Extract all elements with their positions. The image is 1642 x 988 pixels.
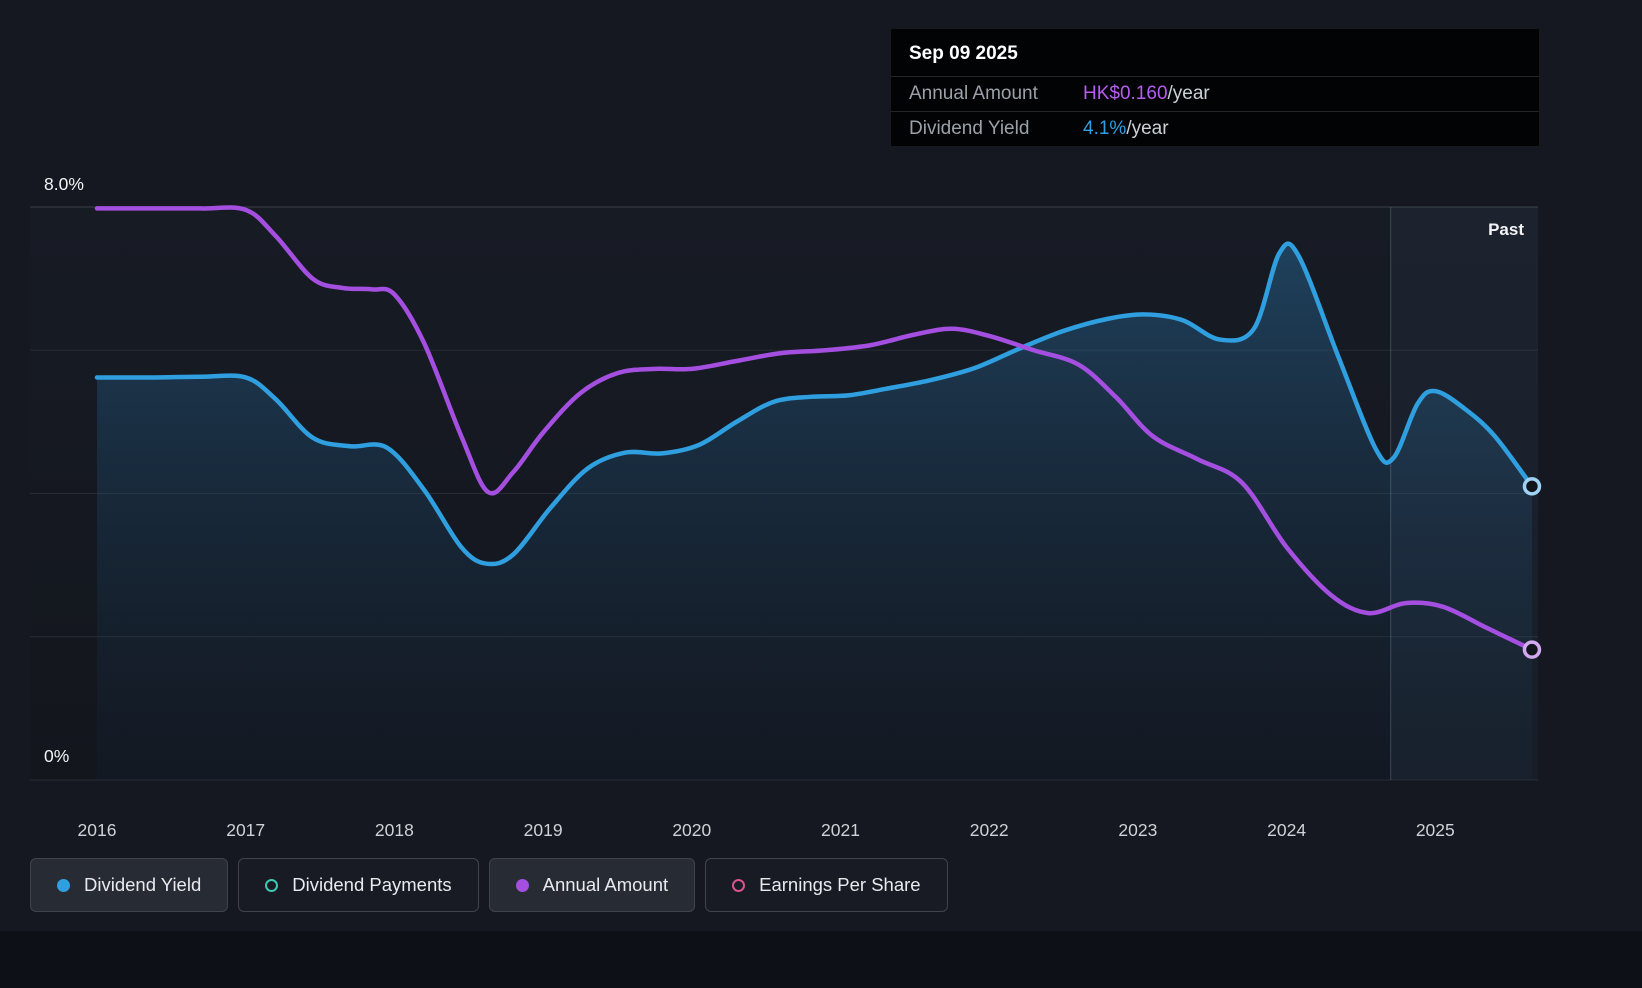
- annual-amount-marker-icon: [515, 878, 529, 892]
- tooltip-row-dividend-yield: Dividend Yield 4.1%/year: [891, 111, 1539, 146]
- x-axis-label: 2022: [969, 820, 1009, 840]
- tooltip-label: Annual Amount: [909, 83, 1038, 104]
- x-axis-label: 2021: [821, 820, 860, 840]
- tooltip-label: Dividend Yield: [909, 118, 1030, 139]
- past-region-label: Past: [1488, 220, 1524, 239]
- legend-earnings-per-share-button[interactable]: Earnings Per Share: [705, 858, 948, 912]
- legend-label: Dividend Yield: [84, 874, 202, 895]
- legend-annual-amount-button[interactable]: Annual Amount: [488, 858, 696, 912]
- legend-label: Dividend Payments: [292, 874, 452, 895]
- x-axis: 2016 2017 2018 2019 2020 2021 2022 2023 2024 2025: [0, 820, 1642, 850]
- x-axis-label: 2020: [672, 820, 712, 840]
- legend-label: Annual Amount: [542, 874, 669, 895]
- x-axis-label: 2018: [374, 820, 414, 840]
- legend: Dividend Yield Dividend Payments Annual …: [30, 858, 948, 912]
- legend-label: Earnings Per Share: [759, 874, 921, 895]
- footer-strip: [0, 931, 1642, 988]
- tooltip-value: HK$0.160/year: [1083, 83, 1210, 104]
- tooltip-value: 4.1%/year: [1083, 118, 1169, 139]
- earnings-per-share-marker-icon: [732, 878, 746, 892]
- x-axis-label: 2019: [523, 820, 563, 840]
- chart-tooltip: Sep 09 2025 Annual Amount HK$0.160/year …: [890, 28, 1540, 147]
- x-axis-label: 2023: [1118, 820, 1158, 840]
- x-axis-label: 2025: [1415, 820, 1455, 840]
- dividend-yield-marker-icon: [57, 878, 70, 892]
- y-axis-label-bottom: 0%: [44, 746, 70, 766]
- legend-dividend-yield-button[interactable]: Dividend Yield: [30, 858, 229, 912]
- y-axis-label-top: 8.0%: [44, 174, 84, 194]
- legend-dividend-payments-button[interactable]: Dividend Payments: [238, 858, 479, 912]
- x-axis-label: 2017: [226, 820, 266, 840]
- tooltip-row-annual-amount: Annual Amount HK$0.160/year: [891, 76, 1539, 111]
- x-axis-label: 2016: [77, 820, 117, 840]
- x-axis-label: 2024: [1267, 820, 1307, 840]
- tooltip-date: Sep 09 2025: [909, 43, 1018, 64]
- dividend-payments-marker-icon: [265, 878, 279, 892]
